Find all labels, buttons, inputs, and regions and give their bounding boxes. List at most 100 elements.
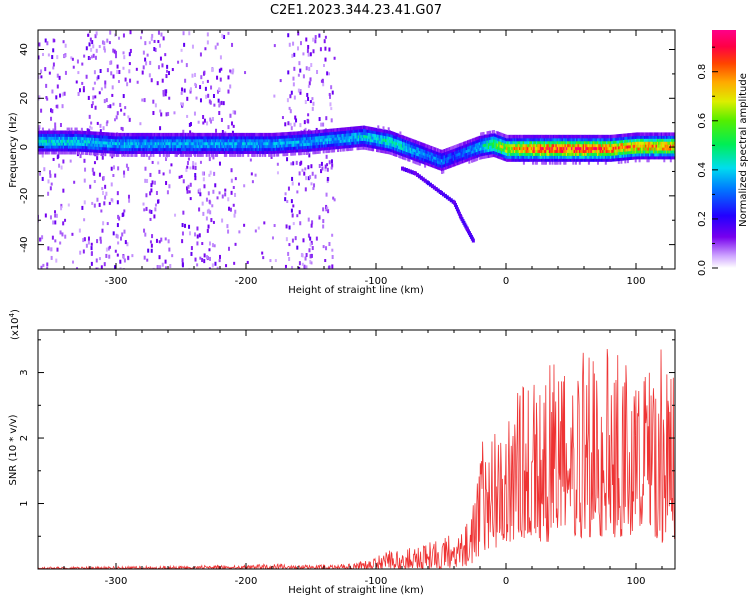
spectrogram-band-cell (387, 130, 390, 134)
spectrogram-band-cell (507, 140, 510, 145)
spectrogram-band-cell (361, 134, 364, 139)
spectrogram-band-cell (425, 147, 428, 151)
spectrogram-noise-cell (287, 33, 290, 38)
spectrogram-band-cell (370, 127, 373, 131)
spectrogram-band-cell (550, 140, 553, 145)
spectrogram-band-cell (646, 135, 649, 139)
spectrogram-band-cell (320, 138, 323, 142)
spectrogram-noise-cell (232, 110, 235, 115)
spectrogram-band-cell (79, 130, 82, 135)
spectrogram-band-cell (143, 150, 146, 154)
spectrogram-band-cell (400, 155, 403, 159)
spectrogram-band-cell (623, 136, 625, 141)
spectrogram-band-cell (632, 153, 635, 157)
spectrogram-band-cell (173, 135, 176, 140)
spectrogram-noise-cell (261, 251, 264, 255)
spectrogram-noise-cell (194, 72, 197, 77)
spectrogram-band-cell (413, 154, 416, 158)
spectrogram-noise-cell (162, 90, 165, 95)
spectrogram-band-cell (655, 155, 658, 160)
spectrogram-band-cell (434, 165, 437, 169)
spectrogram-band-cell (355, 129, 358, 133)
spectrogram-band-cell (656, 141, 659, 145)
spectrogram-band-cell (134, 132, 137, 137)
spectrogram-band-cell (434, 159, 437, 163)
spectrogram-band-cell (74, 150, 77, 155)
spectrogram-band-cell (405, 151, 408, 155)
spectrogram-band-cell (658, 138, 661, 142)
spectrogram-band-cell (489, 151, 492, 155)
spectrogram-band-cell (70, 136, 73, 140)
spectrogram-band-cell (556, 152, 559, 156)
spectrogram-noise-cell (45, 83, 48, 88)
spectrogram-band-cell (519, 149, 521, 153)
spectrogram-band-cell (311, 130, 313, 134)
spectrogram-noise-cell (145, 206, 148, 211)
spectrogram-band-cell (357, 134, 360, 139)
spectrogram-band-cell (547, 155, 550, 159)
spectrogram-band-cell (49, 133, 52, 137)
spectrogram-band-cell (236, 138, 239, 143)
spectrogram-noise-cell (168, 184, 171, 189)
spectrogram-band-cell (408, 149, 411, 153)
spectrogram-band-cell (261, 150, 264, 154)
spectrogram-band-cell (597, 137, 599, 142)
spectrogram-band-cell (530, 146, 533, 151)
spectrogram-band-cell (546, 143, 549, 148)
spectrogram-band-cell (655, 141, 658, 145)
spectrogram-band-cell (535, 158, 538, 162)
spectrogram-band-cell (673, 138, 675, 142)
spectrogram-band-cell (574, 143, 577, 148)
spectrogram-band-cell (38, 130, 40, 134)
spectrogram-noise-cell (287, 121, 290, 126)
spectrogram-band-cell (500, 147, 503, 152)
spectrogram-band-cell (61, 142, 64, 146)
spectrogram-band-cell (343, 130, 346, 134)
spectrogram-band-cell (348, 132, 351, 137)
spectrogram-band-cell (386, 150, 389, 154)
spectrogram-band-cell (509, 143, 512, 148)
spectrogram-band-cell (593, 146, 596, 151)
spectrogram-noise-cell (112, 74, 115, 79)
spectrogram-band-cell (374, 145, 377, 149)
spectrogram-band-cell (538, 152, 541, 156)
spectrogram-band-cell (464, 155, 467, 160)
spectrogram-noise-cell (216, 196, 219, 200)
spectrogram-noise-cell (95, 258, 98, 263)
spectrogram-noise-cell (304, 256, 307, 261)
spectrogram-band-cell (446, 150, 449, 155)
spectrogram-noise-cell (322, 122, 325, 127)
spectrogram-band-cell (184, 141, 187, 146)
spectrogram-noise-cell (122, 94, 125, 99)
spectrogram-band-cell (305, 130, 308, 135)
spectrogram-band-cell (199, 153, 202, 157)
spectrogram-band-cell (452, 151, 455, 155)
spectrogram-band-cell (517, 155, 520, 159)
spectrogram-band-cell (227, 147, 230, 152)
spectrogram-band-cell (392, 134, 395, 139)
spectrogram-noise-cell (211, 263, 214, 268)
spectrogram-band-cell (459, 160, 462, 165)
spectrogram-band-cell (272, 144, 274, 149)
spectrogram-band-cell (329, 143, 332, 147)
spectrogram-band-cell (578, 149, 581, 153)
spectrogram-band-cell (572, 158, 575, 162)
spectrogram-band-cell (407, 151, 410, 156)
spectrogram-band-cell (568, 158, 571, 162)
spectrogram-band-cell (612, 152, 615, 156)
spectrogram-band-cell (616, 157, 619, 162)
spectrogram-band-cell (429, 148, 432, 153)
spectrogram-band-cell (493, 150, 495, 154)
spectrogram-band-cell (266, 132, 269, 137)
spectrogram-band-cell (346, 130, 349, 134)
spectrogram-noise-cell (321, 166, 324, 171)
spectrogram-band-cell (647, 158, 650, 163)
spectrogram-band-cell (455, 150, 458, 154)
spectrogram-band-cell (483, 155, 486, 159)
spectrogram-noise-cell (329, 102, 332, 107)
spectrogram-band-cell (170, 147, 173, 152)
spectrogram-band-cell (441, 155, 443, 160)
spectrogram-band-cell (647, 144, 650, 148)
spectrogram-band-cell (610, 137, 612, 142)
spectrogram-noise-cell (122, 66, 125, 70)
